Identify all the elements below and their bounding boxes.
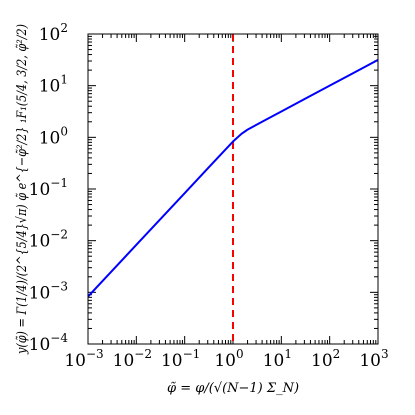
series-layer <box>87 34 379 344</box>
tick-labels-layer: 10−3 10−2 10−1 100 101 102 10310−410−310−210−1… <box>29 21 389 371</box>
x-tick-label: 101 <box>263 347 292 371</box>
x-axis-label: φ̃ = φ/(√(N−1) Σ_N) <box>167 381 299 396</box>
x-tick-label: 10−1 <box>161 347 200 371</box>
y-tick-label: 101 <box>39 73 68 97</box>
y-tick-label: 10−1 <box>29 176 68 200</box>
y-tick-label: 102 <box>39 21 68 45</box>
y-tick-label: 10−4 <box>29 331 69 355</box>
x-tick-label: 102 <box>311 347 340 371</box>
x-tick-label: 10−2 <box>113 347 152 371</box>
x-tick-label: 103 <box>359 347 388 371</box>
series-line <box>87 58 379 298</box>
y-tick-label: 10−2 <box>29 228 68 252</box>
y-tick-label: 10−3 <box>29 279 68 303</box>
plot-frame <box>87 33 379 345</box>
x-tick-label: 100 <box>214 347 243 371</box>
x-tick-label: 10−3 <box>64 347 103 371</box>
y-axis-label: y(φ̃) = Γ(1/4)/(2^{5/4}√π) φ̃ e^{−φ̃²/2}… <box>15 24 30 355</box>
ticks-layer <box>87 33 379 345</box>
y-tick-label: 100 <box>39 124 68 148</box>
